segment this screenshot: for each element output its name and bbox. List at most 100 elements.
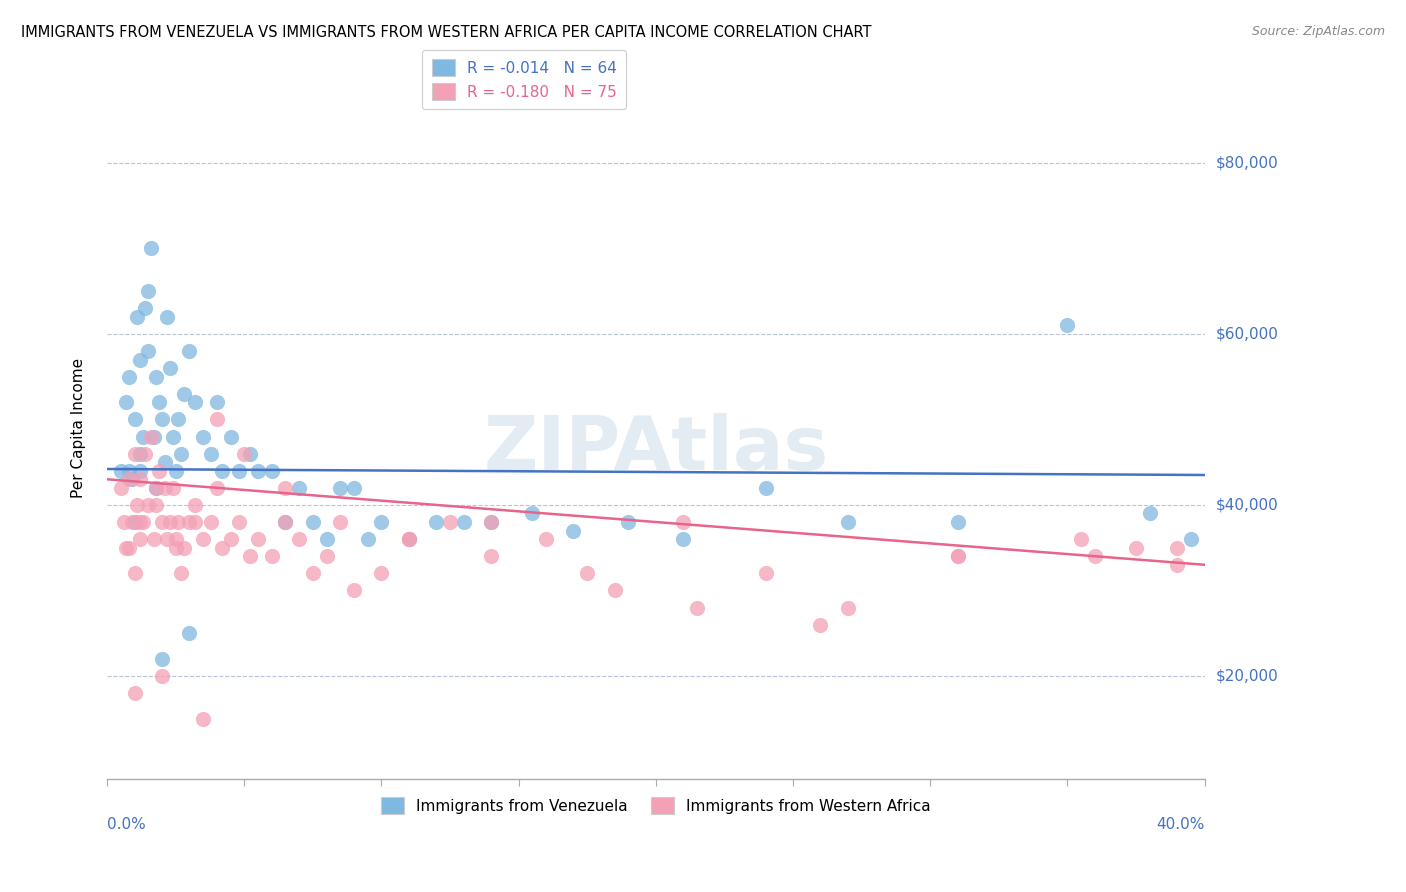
Point xyxy=(260,464,283,478)
Point xyxy=(398,532,420,546)
Point xyxy=(145,498,167,512)
Point xyxy=(167,412,190,426)
Point xyxy=(167,515,190,529)
Point xyxy=(142,429,165,443)
Point xyxy=(173,541,195,555)
Text: $60,000: $60,000 xyxy=(1216,326,1278,342)
Point xyxy=(112,515,135,529)
Point xyxy=(165,541,187,555)
Point xyxy=(110,464,132,478)
Point xyxy=(148,395,170,409)
Point xyxy=(134,447,156,461)
Point xyxy=(205,481,228,495)
Point xyxy=(162,429,184,443)
Point xyxy=(479,515,502,529)
Point xyxy=(1125,541,1147,555)
Point xyxy=(260,549,283,564)
Point xyxy=(170,447,193,461)
Point xyxy=(150,515,173,529)
Point xyxy=(150,669,173,683)
Point xyxy=(139,429,162,443)
Point xyxy=(329,481,352,495)
Point xyxy=(129,515,152,529)
Point xyxy=(479,549,502,564)
Point xyxy=(191,429,214,443)
Point xyxy=(145,481,167,495)
Text: $80,000: $80,000 xyxy=(1216,155,1278,170)
Point xyxy=(191,712,214,726)
Point xyxy=(165,532,187,546)
Point xyxy=(118,464,141,478)
Point xyxy=(159,361,181,376)
Point xyxy=(127,498,149,512)
Point xyxy=(162,481,184,495)
Text: 40.0%: 40.0% xyxy=(1156,817,1205,832)
Text: $20,000: $20,000 xyxy=(1216,668,1278,683)
Point xyxy=(329,515,352,529)
Point xyxy=(603,583,626,598)
Point xyxy=(370,515,392,529)
Point xyxy=(156,310,179,324)
Point xyxy=(132,429,155,443)
Point xyxy=(837,515,859,529)
Point xyxy=(136,498,159,512)
Point xyxy=(672,515,695,529)
Point xyxy=(315,532,337,546)
Point xyxy=(1180,532,1202,546)
Point xyxy=(239,549,262,564)
Point xyxy=(121,472,143,486)
Point xyxy=(136,344,159,359)
Text: Source: ZipAtlas.com: Source: ZipAtlas.com xyxy=(1251,25,1385,38)
Point xyxy=(129,472,152,486)
Point xyxy=(165,464,187,478)
Point xyxy=(184,395,207,409)
Point xyxy=(1166,558,1188,572)
Point xyxy=(211,541,233,555)
Point xyxy=(357,532,380,546)
Point xyxy=(184,515,207,529)
Point xyxy=(150,652,173,666)
Point xyxy=(110,481,132,495)
Point xyxy=(150,412,173,426)
Point xyxy=(522,507,544,521)
Point xyxy=(134,301,156,316)
Point xyxy=(1166,541,1188,555)
Point xyxy=(205,395,228,409)
Point xyxy=(754,566,776,581)
Point xyxy=(686,600,709,615)
Point xyxy=(288,532,311,546)
Point xyxy=(233,447,256,461)
Point xyxy=(453,515,475,529)
Point xyxy=(184,498,207,512)
Point xyxy=(239,447,262,461)
Point xyxy=(156,532,179,546)
Text: $40,000: $40,000 xyxy=(1216,498,1278,512)
Point xyxy=(1139,507,1161,521)
Point xyxy=(205,412,228,426)
Point xyxy=(617,515,640,529)
Point xyxy=(159,515,181,529)
Point xyxy=(129,532,152,546)
Point xyxy=(274,481,297,495)
Point xyxy=(153,455,176,469)
Point xyxy=(179,344,201,359)
Point xyxy=(425,515,447,529)
Point xyxy=(118,369,141,384)
Point xyxy=(124,412,146,426)
Point xyxy=(153,481,176,495)
Point xyxy=(145,369,167,384)
Point xyxy=(115,395,138,409)
Point xyxy=(124,686,146,700)
Legend: Immigrants from Venezuela, Immigrants from Western Africa: Immigrants from Venezuela, Immigrants fr… xyxy=(375,791,936,820)
Point xyxy=(370,566,392,581)
Point xyxy=(343,481,366,495)
Point xyxy=(302,566,325,581)
Y-axis label: Per Capita Income: Per Capita Income xyxy=(72,358,86,498)
Point xyxy=(127,310,149,324)
Point xyxy=(139,242,162,256)
Point xyxy=(200,515,222,529)
Point xyxy=(398,532,420,546)
Point xyxy=(672,532,695,546)
Point xyxy=(170,566,193,581)
Point xyxy=(534,532,557,546)
